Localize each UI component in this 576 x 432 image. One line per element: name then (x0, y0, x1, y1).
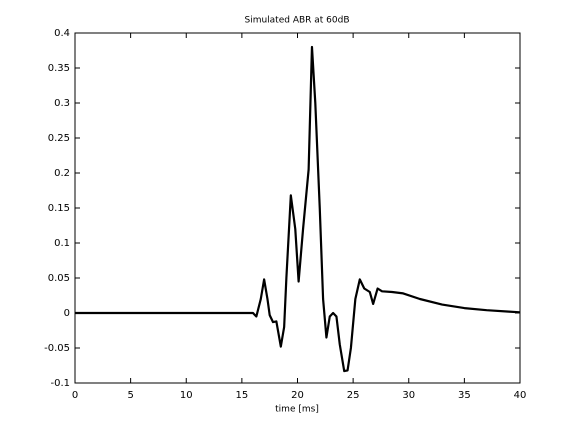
x-tick-label: 10 (180, 390, 193, 401)
y-tick-label: 0.2 (54, 168, 70, 179)
chart-title: Simulated ABR at 60dB (244, 16, 349, 26)
y-tick-label: -0.05 (44, 343, 70, 354)
y-tick-label: 0.1 (54, 238, 70, 249)
data-line (75, 45, 521, 373)
y-tick-label: 0 (64, 308, 70, 319)
x-tick-label: 0 (72, 390, 78, 401)
y-tick-label: -0.1 (50, 378, 70, 389)
x-tick-label: 40 (514, 390, 527, 401)
axes-box (74, 32, 521, 384)
x-tick-label: 30 (402, 390, 415, 401)
x-tick-label: 20 (291, 390, 304, 401)
y-tick-label: 0.4 (54, 28, 70, 39)
x-tick-label: 15 (236, 390, 249, 401)
x-tick-label: 5 (127, 390, 133, 401)
x-tick-label: 25 (347, 390, 360, 401)
y-tick-label: 0.25 (48, 133, 70, 144)
y-tick-label: 0.15 (48, 203, 70, 214)
y-tick-label: 0.35 (48, 63, 70, 74)
y-tick-label: 0.3 (54, 98, 70, 109)
x-tick-label: 35 (458, 390, 471, 401)
y-tick-label: 0.05 (48, 273, 70, 284)
x-axis-label: time [ms] (275, 405, 319, 415)
